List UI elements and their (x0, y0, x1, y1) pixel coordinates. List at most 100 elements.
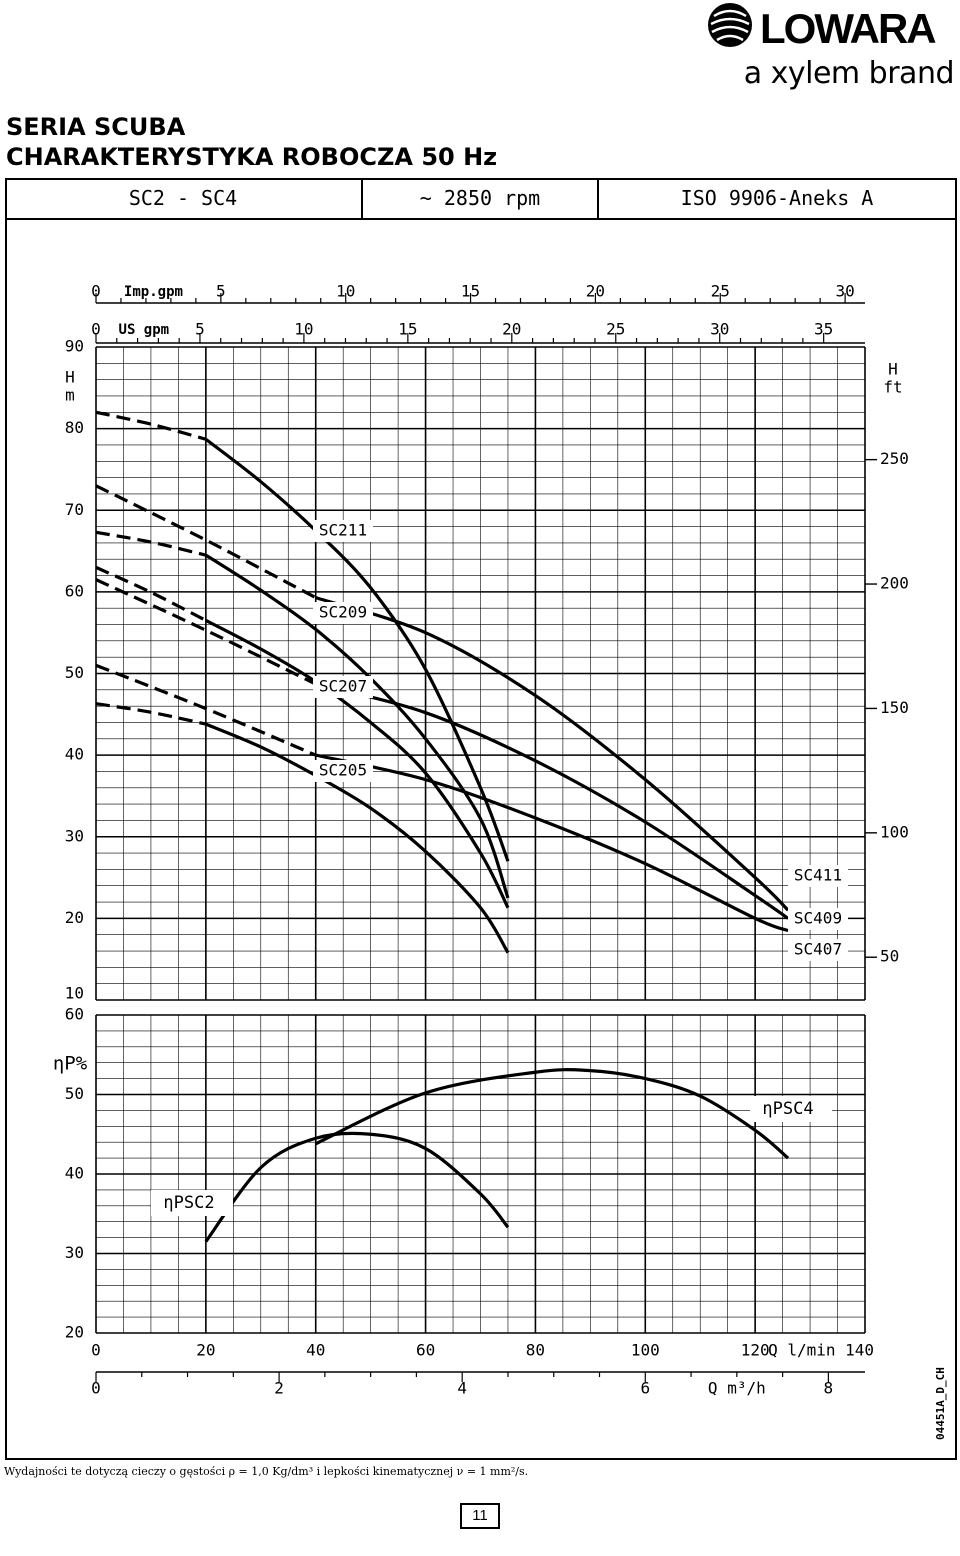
page-number: 11 (460, 1503, 500, 1529)
brand-block: LOWARA a xylem brand (656, 0, 956, 100)
title-line-2: CHARAKTERYSTYKA ROBOCZA 50 Hz (6, 143, 498, 171)
curves-layer (95, 410, 790, 1243)
drawing-code: 04451A_D_CH (934, 1367, 947, 1440)
eff-series-label: ηPSC2 (163, 1193, 214, 1213)
curve-sc407 (315, 753, 789, 933)
eff-label-bg (750, 1096, 832, 1122)
series-label-sc411: SC411 (794, 866, 842, 885)
curve-sc211 (204, 437, 510, 862)
eff-y-tick-label: 30 (65, 1243, 84, 1262)
head-ft-tick-label: 250 (880, 449, 909, 468)
header-divider (597, 178, 599, 218)
curve-sc209 (204, 553, 510, 899)
curve-sc409 (315, 682, 790, 920)
us-gpm-tick-label: 5 (195, 320, 205, 339)
imp-gpm-tick-label: 0 (91, 282, 101, 301)
chart-frame (5, 178, 957, 1460)
series-label-sc207: SC207 (319, 677, 367, 696)
curve-sc205 (205, 722, 510, 954)
curve-sc205-dashed (95, 702, 207, 726)
series-label-bg (788, 908, 848, 930)
head-ft-tick-label: 100 (880, 822, 909, 841)
us-gpm-unit-label: US gpm (119, 322, 170, 338)
imp-gpm-tick-label: 20 (586, 282, 605, 301)
head-ft-tick-label: 200 (880, 574, 909, 593)
us-gpm-tick-label: 10 (294, 320, 313, 339)
eff-y-tick-label: 60 (65, 1005, 84, 1024)
series-label-bg (788, 939, 848, 961)
brand-name: LOWARA (760, 5, 936, 50)
curve-sc407-dashed (95, 663, 317, 757)
curve-sc409-dashed (95, 578, 317, 686)
curve-sc211-dashed (95, 410, 207, 441)
us-gpm-tick-label: 0 (91, 320, 101, 339)
imp-gpm-unit-label: Imp.gpm (124, 284, 183, 300)
header-model-range: SC2 - SC4 (128, 186, 238, 210)
ft-axis-label-unit: ft (883, 378, 902, 397)
lmin-axis-label: Q l/min 140 (768, 1341, 874, 1360)
imp-gpm-tick-label: 5 (216, 282, 226, 301)
imp-gpm-tick-label: 30 (835, 282, 854, 301)
curve-sc209-dashed (95, 530, 207, 557)
lmin-tick-label: 100 (631, 1341, 660, 1360)
head-y-tick-label: 30 (65, 826, 84, 845)
title-line-1: SERIA SCUBA (6, 113, 186, 141)
m3h-axis-label: Q m³/h (708, 1379, 766, 1398)
m3h-tick-label: 0 (91, 1379, 101, 1398)
m3h-tick-label: 4 (457, 1379, 467, 1398)
head-y-tick-label: 40 (65, 745, 84, 764)
page-title: SERIA SCUBA CHARAKTERYSTYKA ROBOCZA 50 H… (6, 112, 497, 172)
eff-axis-label: ηP% (53, 1053, 88, 1075)
eff-curve-psc2 (204, 1131, 510, 1243)
series-label-sc205: SC205 (319, 761, 367, 780)
m3h-tick-label: 8 (824, 1379, 834, 1398)
lowara-swirl-icon (708, 3, 752, 47)
series-label-bg (313, 520, 373, 542)
us-gpm-tick-label: 20 (502, 320, 521, 339)
series-label-sc209: SC209 (319, 603, 367, 622)
lmin-tick-label: 40 (306, 1341, 325, 1360)
curve-sc411 (315, 596, 790, 912)
curve-sc207 (205, 619, 510, 909)
header-speed: ~ 2850 rpm (419, 186, 541, 210)
series-label-bg (313, 760, 373, 782)
brand-tagline: a xylem brand (743, 56, 955, 91)
lmin-tick-label: 60 (416, 1341, 435, 1360)
series-label-sc407: SC407 (794, 940, 842, 959)
imp-gpm-tick-label: 15 (461, 282, 480, 301)
eff-series-label: ηPSC4 (762, 1099, 813, 1119)
ft-axis-label-h: H (888, 360, 898, 379)
us-gpm-tick-label: 35 (814, 320, 833, 339)
lmin-tick-label: 80 (526, 1341, 545, 1360)
head-y-tick-label: 10 (65, 984, 84, 1003)
us-gpm-tick-label: 25 (606, 320, 625, 339)
lowara-logo: LOWARA (708, 3, 938, 50)
lmin-tick-label: 0 (91, 1341, 101, 1360)
imp-gpm-tick-label: 10 (336, 282, 355, 301)
head-ft-tick-label: 50 (880, 947, 899, 966)
m3h-tick-label: 2 (274, 1379, 284, 1398)
chart-header: SC2 - SC4 ~ 2850 rpm ISO 9906-Aneks A (5, 178, 957, 220)
imp-gpm-tick-label: 25 (711, 282, 730, 301)
eff-label-bg (151, 1190, 233, 1216)
head-y-tick-label: 50 (65, 663, 84, 682)
series-label-bg (313, 602, 373, 624)
eff-y-tick-label: 20 (65, 1323, 84, 1342)
curve-sc207-dashed (95, 565, 207, 622)
eff-y-tick-label: 50 (65, 1084, 84, 1103)
series-label-bg (788, 865, 848, 887)
lmin-tick-label: 120 (741, 1341, 770, 1360)
us-gpm-tick-label: 30 (710, 320, 729, 339)
head-axis-label-h: H (65, 368, 75, 387)
eff-y-tick-label: 40 (65, 1164, 84, 1183)
curve-sc411-dashed (95, 484, 317, 600)
head-y-tick-label: 70 (65, 500, 84, 519)
series-label-bg (313, 676, 373, 698)
header-divider (361, 178, 363, 218)
series-label-sc211: SC211 (319, 521, 367, 540)
head-y-tick-label: 20 (65, 908, 84, 927)
head-y-tick-label: 60 (65, 581, 84, 600)
grid-layer (95, 293, 877, 1382)
